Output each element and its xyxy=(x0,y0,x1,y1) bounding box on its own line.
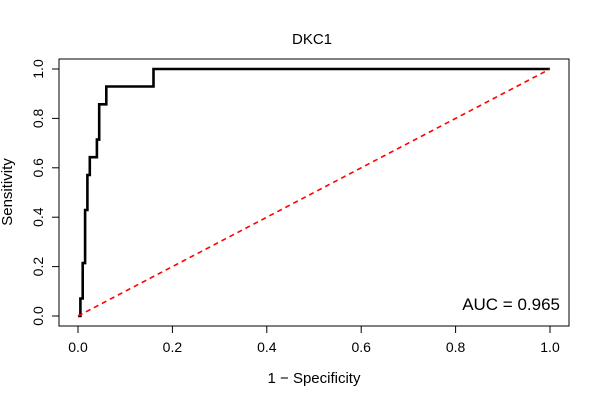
y-axis: 0.0 0.2 0.4 0.6 0.8 1.0 xyxy=(30,59,60,326)
x-tick-label: 0.2 xyxy=(163,339,183,355)
x-tick-label: 0.6 xyxy=(351,339,371,355)
auc-annotation: AUC = 0.965 xyxy=(462,295,560,314)
y-axis-label: Sensitivity xyxy=(0,158,16,226)
y-tick-label: 0.4 xyxy=(30,207,46,227)
chart-title: DKC1 xyxy=(292,31,332,48)
series-layer xyxy=(77,67,551,318)
y-tick-label: 1.0 xyxy=(30,59,46,79)
roc-curve xyxy=(78,67,550,318)
x-tick-label: 0.0 xyxy=(68,339,88,355)
x-axis: 0.0 0.2 0.4 0.6 0.8 1.0 xyxy=(68,325,560,355)
x-tick-label: 0.8 xyxy=(446,339,466,355)
y-tick-label: 0.8 xyxy=(30,108,46,128)
x-tick-label: 0.4 xyxy=(257,339,277,355)
y-tick-label: 0.2 xyxy=(30,257,46,277)
x-axis-label: 1 − Specificity xyxy=(268,370,361,387)
y-tick-label: 0.0 xyxy=(30,306,46,326)
reference-diagonal-line xyxy=(77,68,551,317)
x-tick-label: 1.0 xyxy=(540,339,560,355)
y-tick-label: 0.6 xyxy=(30,158,46,178)
